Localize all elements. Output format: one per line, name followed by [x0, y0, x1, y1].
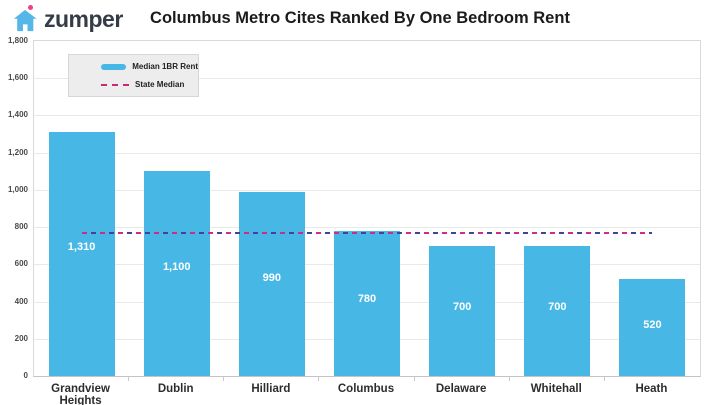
gridline [34, 189, 700, 191]
bar: 780 [334, 230, 400, 376]
x-category-label: Delaware [435, 383, 487, 395]
bar-value-label: 700 [548, 300, 567, 313]
bar-value-label: 1,310 [67, 240, 96, 253]
bar-value-label: 700 [452, 300, 472, 313]
bar-value-label: 780 [357, 293, 377, 306]
gridline [34, 227, 700, 229]
x-category-label: Grandview Heights [51, 383, 110, 405]
x-category-label: Dublin [157, 383, 194, 395]
legend-label: Median 1BR Rent [132, 62, 198, 71]
bar-value-label: 520 [643, 318, 662, 331]
bar-value-label: 990 [262, 272, 282, 285]
house-icon [11, 4, 40, 34]
legend-item-median-rent: Median 1BR Rent [101, 62, 198, 71]
y-tick-label: 1,600 [7, 73, 28, 83]
brand-text: zumper [44, 5, 123, 32]
y-tick-label: 200 [14, 333, 28, 343]
x-category-label: Heath [635, 383, 668, 395]
y-tick-label: 1,400 [7, 110, 28, 120]
x-tick [318, 376, 320, 381]
y-tick-label: 0 [23, 371, 28, 380]
gridline [34, 115, 700, 117]
legend-label: State Median [135, 80, 185, 89]
x-tick [508, 376, 510, 381]
legend: Median 1BR Rent State Median [68, 54, 199, 97]
bar: 700 [429, 245, 496, 376]
bar: 990 [238, 191, 305, 376]
gridline [34, 152, 700, 154]
zumper-logo: zumper [11, 4, 123, 34]
gridline [34, 78, 700, 80]
y-tick-label: 400 [14, 296, 28, 306]
y-tick-label: 1,800 [7, 36, 28, 45]
x-tick [128, 376, 130, 381]
x-tick [413, 376, 415, 381]
y-tick-label: 800 [14, 222, 28, 232]
state-median-swatch-icon [101, 83, 129, 86]
y-tick-label: 1,000 [7, 184, 28, 194]
x-category-label: Columbus [337, 383, 395, 395]
x-category-label: Hilliard [251, 383, 291, 395]
y-tick-label: 600 [14, 259, 28, 269]
x-category-label: Whitehall [530, 383, 582, 395]
x-tick [603, 376, 605, 381]
chart-title: Columbus Metro Cites Ranked By One Bedro… [150, 9, 570, 27]
bar: 700 [524, 245, 591, 376]
bar: 1,100 [143, 171, 210, 376]
median-1br-rent-swatch-icon [101, 63, 127, 70]
x-tick [223, 376, 225, 381]
bar: 520 [619, 279, 686, 376]
y-tick-label: 1,200 [7, 147, 28, 157]
legend-item-state-median: State Median [101, 80, 198, 89]
state-median-line [81, 231, 653, 234]
bar-value-label: 1,100 [162, 261, 191, 274]
brand-dot [28, 4, 34, 11]
bar: 1,310 [48, 132, 115, 376]
